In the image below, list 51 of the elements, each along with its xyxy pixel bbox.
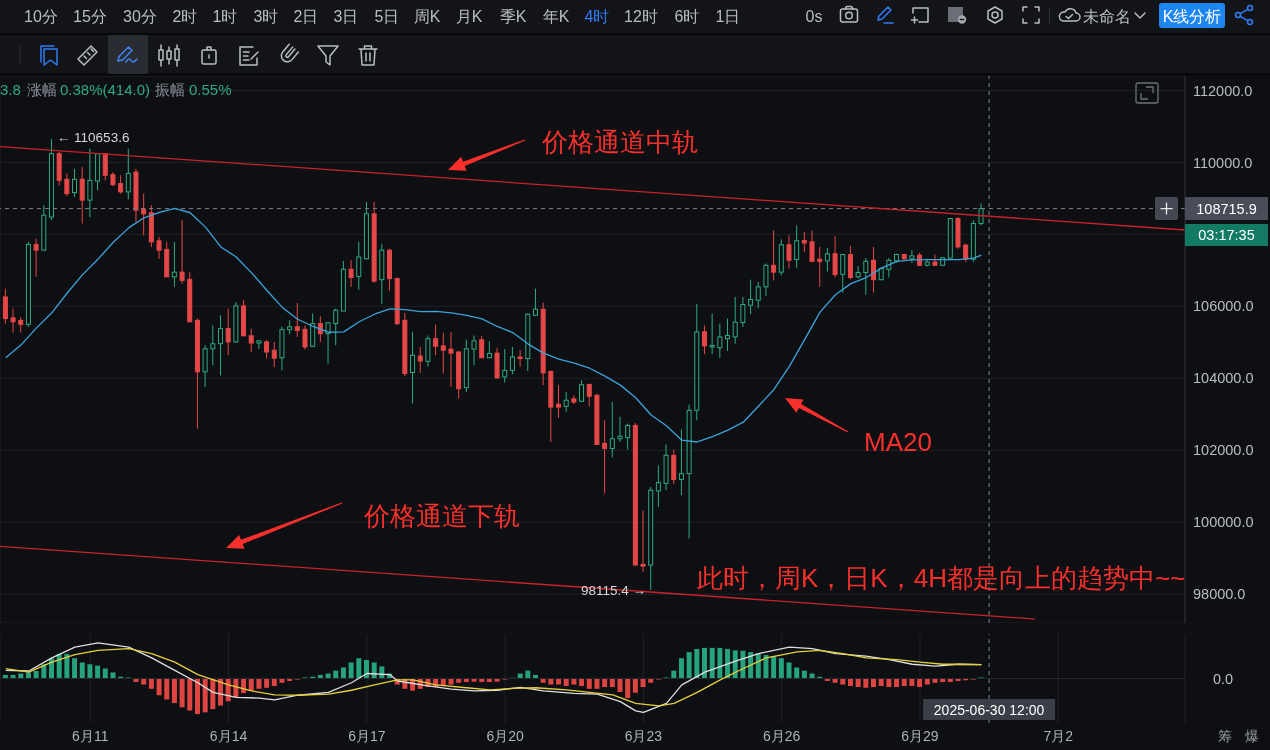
text: 1时 <box>212 7 238 25</box>
x-tick-label: 6月14 <box>209 728 248 744</box>
annotation: 价格通道中轨 <box>541 127 698 157</box>
text: 30分 <box>123 7 157 25</box>
text: 3日 <box>333 7 359 25</box>
text: 季K <box>499 7 527 25</box>
y-tick-label: 98000.0 <box>1193 586 1246 603</box>
text: 爆 <box>1245 728 1259 744</box>
x-tick-label: 6月20 <box>486 728 525 744</box>
text: 5日 <box>374 7 400 25</box>
text: 2日 <box>293 7 319 25</box>
y-tick-label: 112000.0 <box>1193 82 1253 99</box>
y-tick-label: 110000.0 <box>1193 154 1253 171</box>
y-tick-label: 100000.0 <box>1193 514 1254 531</box>
text: 未命名 <box>1083 7 1131 25</box>
annotation: 此时，周K，日K，4H都是向上的趋势中~~ <box>697 563 1186 593</box>
x-tick-label: 6月23 <box>624 728 663 744</box>
text: 15分 <box>73 7 107 25</box>
annotation: 0.38%(414.0) <box>60 80 151 98</box>
text: 2时 <box>172 7 198 25</box>
text: 筹 <box>1218 728 1232 744</box>
text: 1日 <box>715 7 741 25</box>
x-tick-label: 6月11 <box>72 728 109 744</box>
text: 年K <box>542 7 570 25</box>
text: 4时 <box>584 7 610 25</box>
y-tick-label: 106000.0 <box>1193 298 1254 315</box>
text: 周K <box>413 7 441 25</box>
annotation: 价格通道下轨 <box>363 501 520 531</box>
text: 03:17:35 <box>1198 227 1255 243</box>
x-tick-label: 6月26 <box>763 728 801 744</box>
text: 10分 <box>24 7 58 25</box>
button: K线分析 <box>1159 3 1225 28</box>
annotation: 3.8 <box>0 80 21 98</box>
annotation: ← 110653.6 <box>56 130 130 146</box>
text: 3时 <box>253 7 279 25</box>
annotation: 涨幅 <box>27 80 57 98</box>
text: 6时 <box>674 7 700 25</box>
annotation: 振幅 <box>155 80 185 98</box>
text: 月K <box>455 7 483 25</box>
ref-line-label: 2025-06-30 12:00 <box>933 701 1045 718</box>
text: 0.0 <box>1213 670 1234 687</box>
x-tick-label: 7月2 <box>1043 728 1074 744</box>
x-tick-label: 6月17 <box>348 728 386 744</box>
text: 12时 <box>624 7 658 25</box>
y-tick-label: 102000.0 <box>1193 442 1254 459</box>
annotation: 0.55% <box>189 80 232 98</box>
y-tick-label: 104000.0 <box>1193 370 1254 387</box>
ref-line-label: 108715.9 <box>1196 200 1257 217</box>
x-tick-label: 6月29 <box>901 728 939 744</box>
text: 0s <box>805 7 823 25</box>
annotation: MA20 <box>864 427 932 457</box>
